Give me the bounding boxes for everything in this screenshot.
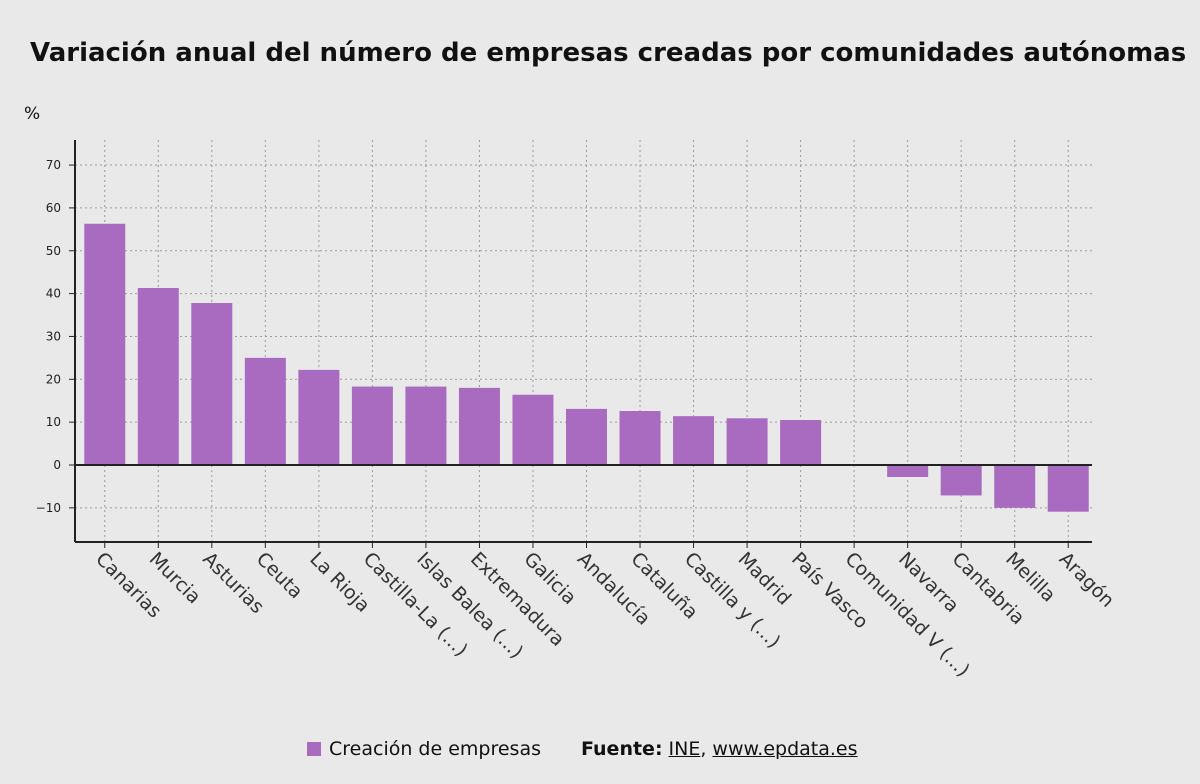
bar <box>351 386 393 465</box>
bar <box>84 223 126 465</box>
legend-swatch <box>307 742 321 756</box>
bar <box>673 416 715 465</box>
bar <box>1047 465 1089 512</box>
y-tick-label: 0 <box>53 458 61 472</box>
chart-footer: Creación de empresas Fuente: INE , www.e… <box>307 738 858 760</box>
y-tick-label: 10 <box>46 415 61 429</box>
x-tick-label: Aragón <box>1055 548 1119 612</box>
bar <box>137 288 179 465</box>
bar <box>619 411 661 465</box>
bar <box>191 303 233 465</box>
source-link-ine[interactable]: INE <box>668 738 701 760</box>
bar <box>244 357 286 465</box>
bar <box>994 465 1036 508</box>
bar <box>887 465 929 477</box>
y-tick-label: 50 <box>46 244 61 258</box>
bar <box>458 387 500 465</box>
y-tick-label: 70 <box>46 158 61 172</box>
x-tick-label: Extremadura <box>466 548 569 651</box>
legend-label: Creación de empresas <box>329 738 541 760</box>
bar <box>512 394 554 465</box>
bar <box>405 386 447 465</box>
bar <box>726 418 768 465</box>
y-tick-label: 20 <box>46 372 61 386</box>
y-axis-label: % <box>24 104 41 124</box>
bar <box>780 420 822 465</box>
source-separator: , <box>700 738 707 760</box>
bar <box>298 369 340 465</box>
source-link-epdata[interactable]: www.epdata.es <box>712 738 858 760</box>
source-label: Fuente: <box>581 738 663 760</box>
y-tick-label: 30 <box>46 329 61 343</box>
chart-title: Variación anual del número de empresas c… <box>30 38 1187 68</box>
bar <box>940 465 982 496</box>
bar <box>566 408 607 465</box>
y-tick-label: 40 <box>46 287 61 301</box>
y-tick-label: −10 <box>36 501 61 515</box>
y-tick-label: 60 <box>46 201 61 215</box>
